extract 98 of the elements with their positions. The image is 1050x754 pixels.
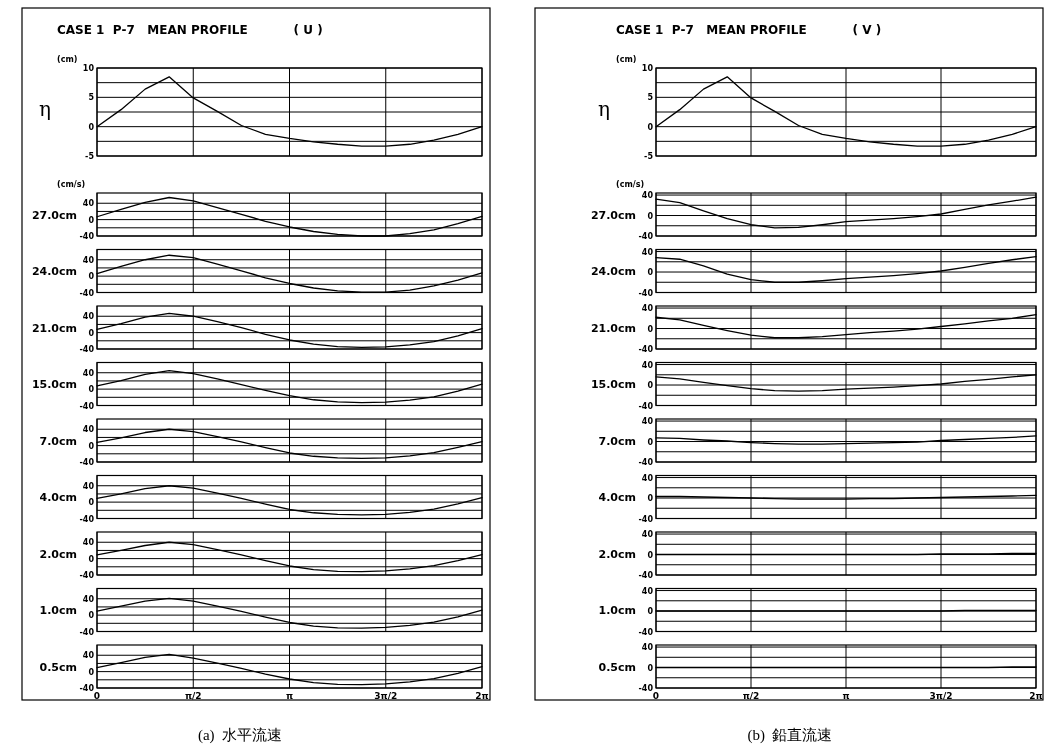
y-tick-label: 0 [88, 272, 95, 282]
y-tick-label: -40 [79, 345, 95, 354]
y-tick-label: 10 [641, 64, 654, 73]
y-axis-title: 4.0cm [39, 491, 77, 504]
y-tick-label: 40 [82, 255, 95, 265]
y-axis-title: 0.5cm [39, 660, 77, 674]
y-tick-label: -40 [79, 684, 95, 693]
y-tick-label: 40 [641, 304, 654, 314]
y-tick-label: 5 [88, 93, 95, 103]
y-tick-label: 0 [647, 663, 654, 673]
y-axis-title: 2.0cm [598, 547, 636, 561]
x-tick-label: π [285, 691, 294, 701]
y-tick-label: 40 [641, 473, 654, 483]
text: (cm/s) [57, 180, 86, 189]
text: (cm) [616, 55, 637, 64]
y-tick-label: -40 [638, 627, 654, 637]
y-axis-title: 0.5cm [598, 660, 636, 674]
chart-title: CASE 1 P-7 MEAN PROFILE ( V ) [616, 23, 882, 37]
y-tick-label: 40 [641, 247, 654, 257]
y-tick-label: -40 [638, 458, 654, 467]
y-tick-label: 40 [82, 594, 95, 604]
y-tick-label: 40 [82, 312, 95, 322]
y-tick-label: 40 [82, 651, 95, 661]
y-tick-label: 0 [88, 385, 95, 395]
x-tick-label: π [842, 691, 850, 701]
y-tick-label: 40 [641, 191, 654, 201]
y-tick-label: 0 [647, 494, 654, 504]
y-tick-label: 40 [82, 425, 95, 435]
y-tick-label: 40 [82, 368, 95, 378]
y-tick-label: 40 [82, 481, 95, 491]
y-tick-label: 0 [647, 122, 654, 132]
y-tick-label: -40 [79, 288, 95, 298]
text: (cm/s) [616, 180, 645, 189]
y-axis-title: 15.0cm [590, 378, 636, 391]
y-axis-title: 27.0cm [31, 208, 77, 222]
y-tick-label: 0 [647, 607, 654, 617]
x-tick-label: 3π/2 [374, 691, 398, 701]
y-tick-label: -40 [638, 571, 654, 580]
y-axis-title: 1.0cm [598, 604, 636, 617]
y-tick-label: 40 [641, 360, 654, 370]
y-tick-label: 0 [647, 211, 654, 221]
y-axis-title: 7.0cm [39, 434, 77, 448]
y-tick-label: 10 [82, 64, 95, 73]
y-axis-title: 24.0cm [31, 265, 77, 278]
y-axis-title: 7.0cm [598, 434, 636, 448]
x-tick-label: 2π [475, 691, 489, 701]
y-tick-label: -40 [79, 401, 95, 411]
y-tick-label: 0 [88, 441, 95, 451]
y-tick-label: 0 [88, 667, 95, 677]
y-axis-title: 27.0cm [590, 208, 636, 222]
y-axis-title: 4.0cm [598, 491, 636, 504]
y-tick-label: 40 [641, 643, 654, 653]
y-tick-label: 40 [641, 586, 654, 596]
y-tick-label: -40 [79, 627, 95, 637]
y-tick-label: 40 [641, 530, 654, 540]
x-tick-label: 2π [1029, 691, 1043, 701]
y-axis-title: 1.0cm [39, 604, 77, 617]
x-tick-label: π/2 [184, 691, 202, 701]
y-tick-label: 40 [82, 538, 95, 548]
y-axis-title: 21.0cm [590, 321, 636, 335]
chart-title: CASE 1 P-7 MEAN PROFILE ( U ) [57, 23, 323, 37]
y-tick-label: 0 [647, 324, 654, 334]
y-axis-title: 2.0cm [39, 547, 77, 561]
y-axis-title: 15.0cm [31, 378, 77, 391]
y-tick-label: 5 [647, 93, 654, 103]
y-tick-label: 0 [88, 328, 95, 338]
y-tick-label: -5 [85, 152, 95, 161]
y-tick-label: -40 [79, 232, 95, 241]
text: (b) 鉛直流速 [747, 727, 833, 744]
y-tick-label: -40 [638, 684, 654, 693]
y-axis-title: 21.0cm [31, 321, 77, 335]
y-tick-label: -40 [638, 232, 654, 241]
y-tick-label: 40 [641, 417, 654, 427]
y-tick-label: -40 [638, 401, 654, 411]
y-axis-title: 24.0cm [590, 265, 636, 278]
y-tick-label: -40 [638, 288, 654, 298]
y-axis-title: η [598, 97, 610, 121]
y-tick-label: 0 [647, 437, 654, 447]
y-tick-label: 0 [88, 122, 95, 132]
x-tick-label: 3π/2 [929, 691, 953, 701]
x-tick-label: π/2 [742, 691, 760, 701]
y-tick-label: -40 [79, 571, 95, 580]
y-tick-label: -40 [638, 514, 654, 524]
y-tick-label: 0 [647, 268, 654, 278]
text: (a) 水平流速 [197, 727, 283, 744]
y-tick-label: 0 [647, 550, 654, 560]
y-tick-label: 0 [647, 381, 654, 391]
y-tick-label: 0 [88, 611, 95, 621]
text: (cm) [57, 55, 78, 64]
y-tick-label: -40 [79, 514, 95, 524]
y-tick-label: 0 [88, 215, 95, 225]
y-tick-label: -5 [644, 152, 654, 161]
y-tick-label: -40 [79, 458, 95, 467]
y-tick-label: 0 [88, 554, 95, 564]
y-axis-title: η [39, 97, 51, 121]
y-tick-label: -40 [638, 345, 654, 354]
y-tick-label: 40 [82, 199, 95, 209]
y-tick-label: 0 [88, 498, 95, 508]
